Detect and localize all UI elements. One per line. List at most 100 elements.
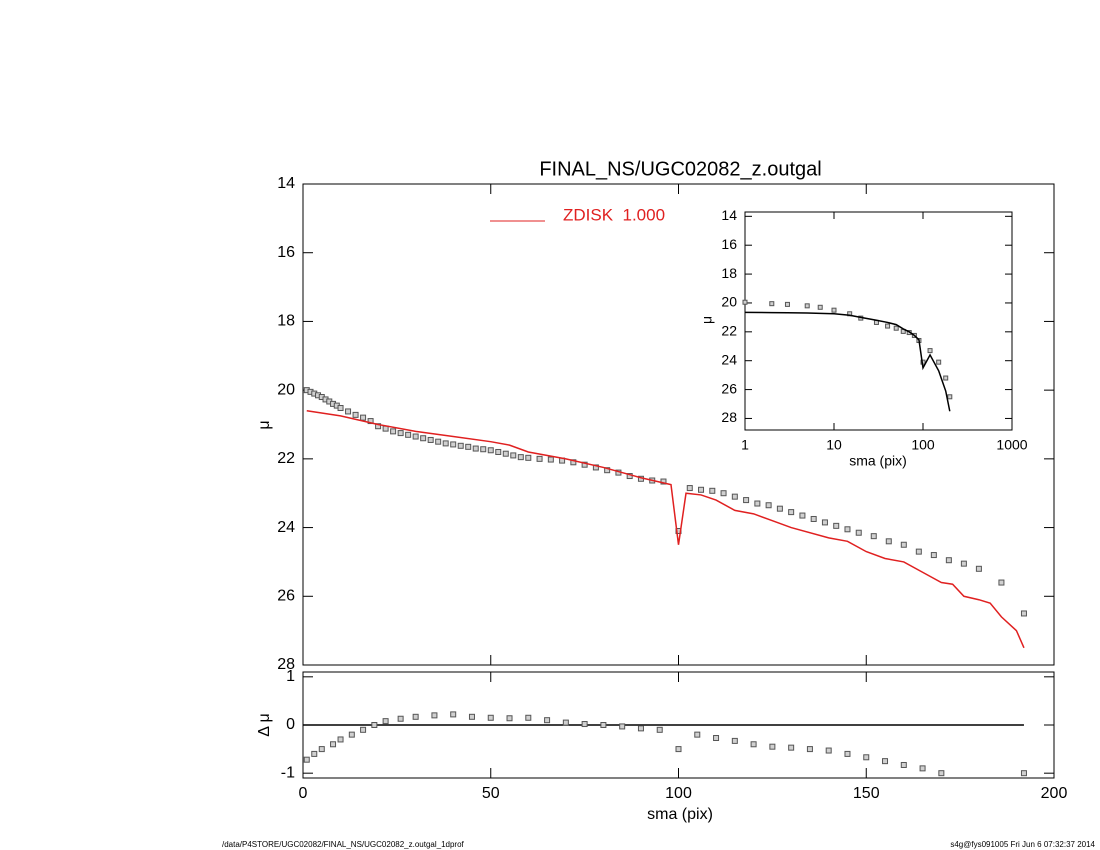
y-tick-label: 24 [721,351,737,367]
data-point [713,735,720,742]
y-tick-label: 28 [277,656,295,673]
data-point [1020,610,1027,617]
y-tick-label: 18 [721,265,737,281]
data-point [788,744,795,751]
y-tick-label: 24 [277,519,295,536]
data-point [510,452,517,459]
data-point [720,490,727,497]
data-point [495,448,502,455]
data-point [698,486,705,493]
data-point [742,299,748,305]
data-point [457,442,464,449]
data-point [581,721,588,728]
data-point [765,502,772,509]
data-point [544,717,551,724]
x-tick-label: 100 [911,437,935,453]
y-tick-label: 14 [721,207,737,223]
data-point [397,715,404,722]
data-point [731,493,738,500]
data-point [810,515,817,522]
x-tick-label: 200 [1041,785,1068,802]
data-point [450,711,457,718]
data-point [769,743,776,750]
data-point [927,348,933,354]
data-point [412,433,419,440]
data-point [943,375,949,381]
data-point [570,459,577,466]
y-tick-label: 0 [286,716,295,733]
data-point [885,538,892,545]
data-point [525,454,532,461]
data-point [431,712,438,719]
data-point [487,447,494,454]
data-point [776,505,783,512]
data-point [581,461,588,468]
data-point [817,304,823,310]
x-tick-label: 10 [826,437,842,453]
data-point [1020,770,1027,777]
y-tick-label: 16 [721,236,737,252]
data-point [360,726,367,733]
x-axis-label: sma (pix) [647,806,713,823]
data-point [502,450,509,457]
y-tick-label: 14 [277,175,295,192]
y-tick-label: 28 [721,409,737,425]
data-point [750,741,757,748]
data-point [547,456,554,463]
x-tick-label: 0 [299,785,308,802]
model-line [306,410,1025,649]
data-point [435,438,442,445]
y-tick-label: 16 [277,244,295,261]
data-point [844,750,851,757]
x-tick-label: 100 [665,785,692,802]
data-point [442,440,449,447]
data-point [637,725,644,732]
data-point [743,497,750,504]
data-point [686,485,693,492]
data-point [900,541,907,548]
data-point [337,736,344,743]
data-point [694,731,701,738]
data-point [915,548,922,555]
data-point [480,446,487,453]
data-point [938,770,945,777]
y-tick-label: 22 [277,450,295,467]
data-point [754,500,761,507]
data-point [348,731,355,738]
data-point [604,467,611,474]
data-point [427,436,434,443]
y-tick-label: 20 [721,294,737,310]
data-point [784,301,790,307]
data-point [731,737,738,744]
chart-title: FINAL_NS/UGC02082_z.outgal [539,158,821,180]
data-point [675,746,682,753]
footer-right: s4g@fys091005 Fri Jun 6 07:32:37 2014 [950,840,1095,849]
data-point [831,307,837,313]
data-point [709,487,716,494]
data-point [382,718,389,725]
data-point [930,552,937,559]
data-point [863,754,870,761]
data-point [885,323,891,329]
data-point [893,325,899,331]
data-point [405,431,412,438]
data-point [487,714,494,721]
data-point [375,423,382,430]
y-tick-label: 26 [277,588,295,605]
x-axis-label: sma (pix) [849,453,907,469]
data-point [450,441,457,448]
data-point [420,435,427,442]
x-tick-label: 1 [741,437,749,453]
y-axis-label: Δ μ [256,713,273,736]
data-point [468,713,475,720]
data-point [352,411,359,418]
model-line [744,311,951,412]
data-point [330,741,337,748]
data-point [998,579,1005,586]
x-tick-label: 1000 [996,437,1027,453]
data-point [833,522,840,529]
data-point [600,722,607,728]
data-point [318,746,325,753]
data-point [960,560,967,567]
